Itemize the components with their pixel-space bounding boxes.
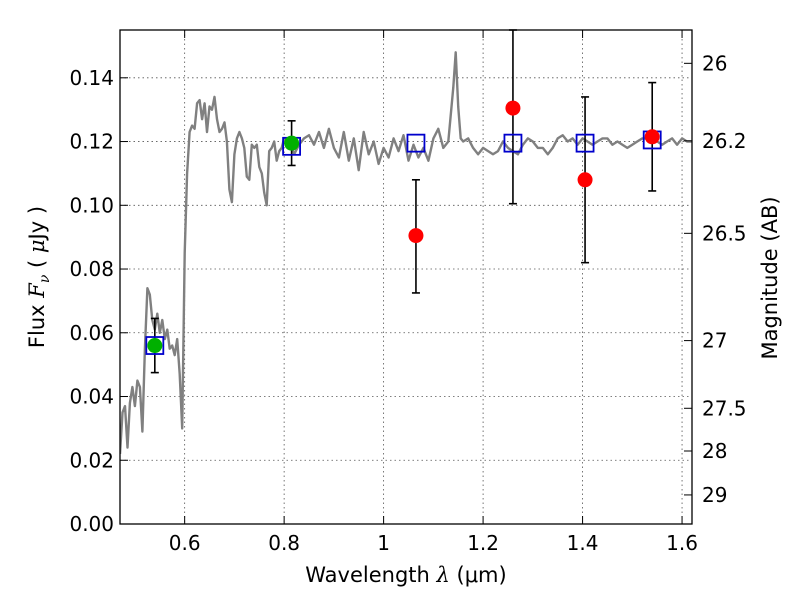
- x-tick-label: 1.4: [567, 531, 599, 555]
- model-photometry-square: [503, 133, 523, 153]
- y-tick-label: 0.06: [69, 321, 114, 345]
- x-tick-label: 0.8: [268, 531, 300, 555]
- red-data-point: [408, 228, 424, 244]
- x-tick-label: 1: [377, 531, 390, 555]
- y-tick-label: 0.02: [69, 448, 114, 472]
- y-axis-label: Flux Fν ( μJy ): [25, 206, 53, 348]
- red-data-point: [577, 172, 593, 188]
- y-tick-label: 0.00: [69, 512, 114, 536]
- grid: [120, 30, 692, 524]
- red-data-point: [644, 129, 660, 145]
- error-bars: [150, 29, 657, 374]
- y2-axis-label: Magnitude (AB): [758, 196, 782, 359]
- x-axis-label: Wavelength λ (μm): [305, 563, 506, 587]
- model-spectrum-line: [120, 51, 692, 454]
- green-data-point: [284, 135, 300, 151]
- mag-tick-label: 28: [702, 439, 727, 463]
- ticks: 0.6 0.8 1 1.2 1.4 1.6 0.00 0.02 0.04 0.06 0.08 0.10…: [69, 30, 747, 555]
- model-photometry-square: [575, 133, 595, 153]
- y-tick-label: 0.10: [69, 193, 114, 217]
- x-tick-label: 1.2: [467, 531, 499, 555]
- error-bar: [508, 29, 517, 205]
- y-tick-label: 0.12: [69, 130, 114, 154]
- y-tick-label: 0.04: [69, 385, 114, 409]
- mag-tick-label: 26.5: [702, 221, 747, 245]
- mag-tick-label: 26: [702, 51, 727, 75]
- mag-tick-label: 27.5: [702, 396, 747, 420]
- mag-tick-label: 27: [702, 329, 727, 353]
- y-tick-label: 0.14: [69, 66, 114, 90]
- mag-tick-label: 29: [702, 483, 727, 507]
- x-tick-label: 0.6: [169, 531, 201, 555]
- red-data-point: [505, 100, 521, 116]
- data-points: [145, 100, 662, 355]
- green-data-point: [147, 338, 163, 354]
- plot-frame: [119, 29, 693, 525]
- model-spectrum-layer: [120, 51, 692, 454]
- mag-tick-label: 26.2: [702, 129, 747, 153]
- y-tick-label: 0.08: [69, 257, 114, 281]
- model-photometry-square: [406, 133, 426, 153]
- x-tick-label: 1.6: [666, 531, 698, 555]
- model-photometry-square: [145, 336, 165, 355]
